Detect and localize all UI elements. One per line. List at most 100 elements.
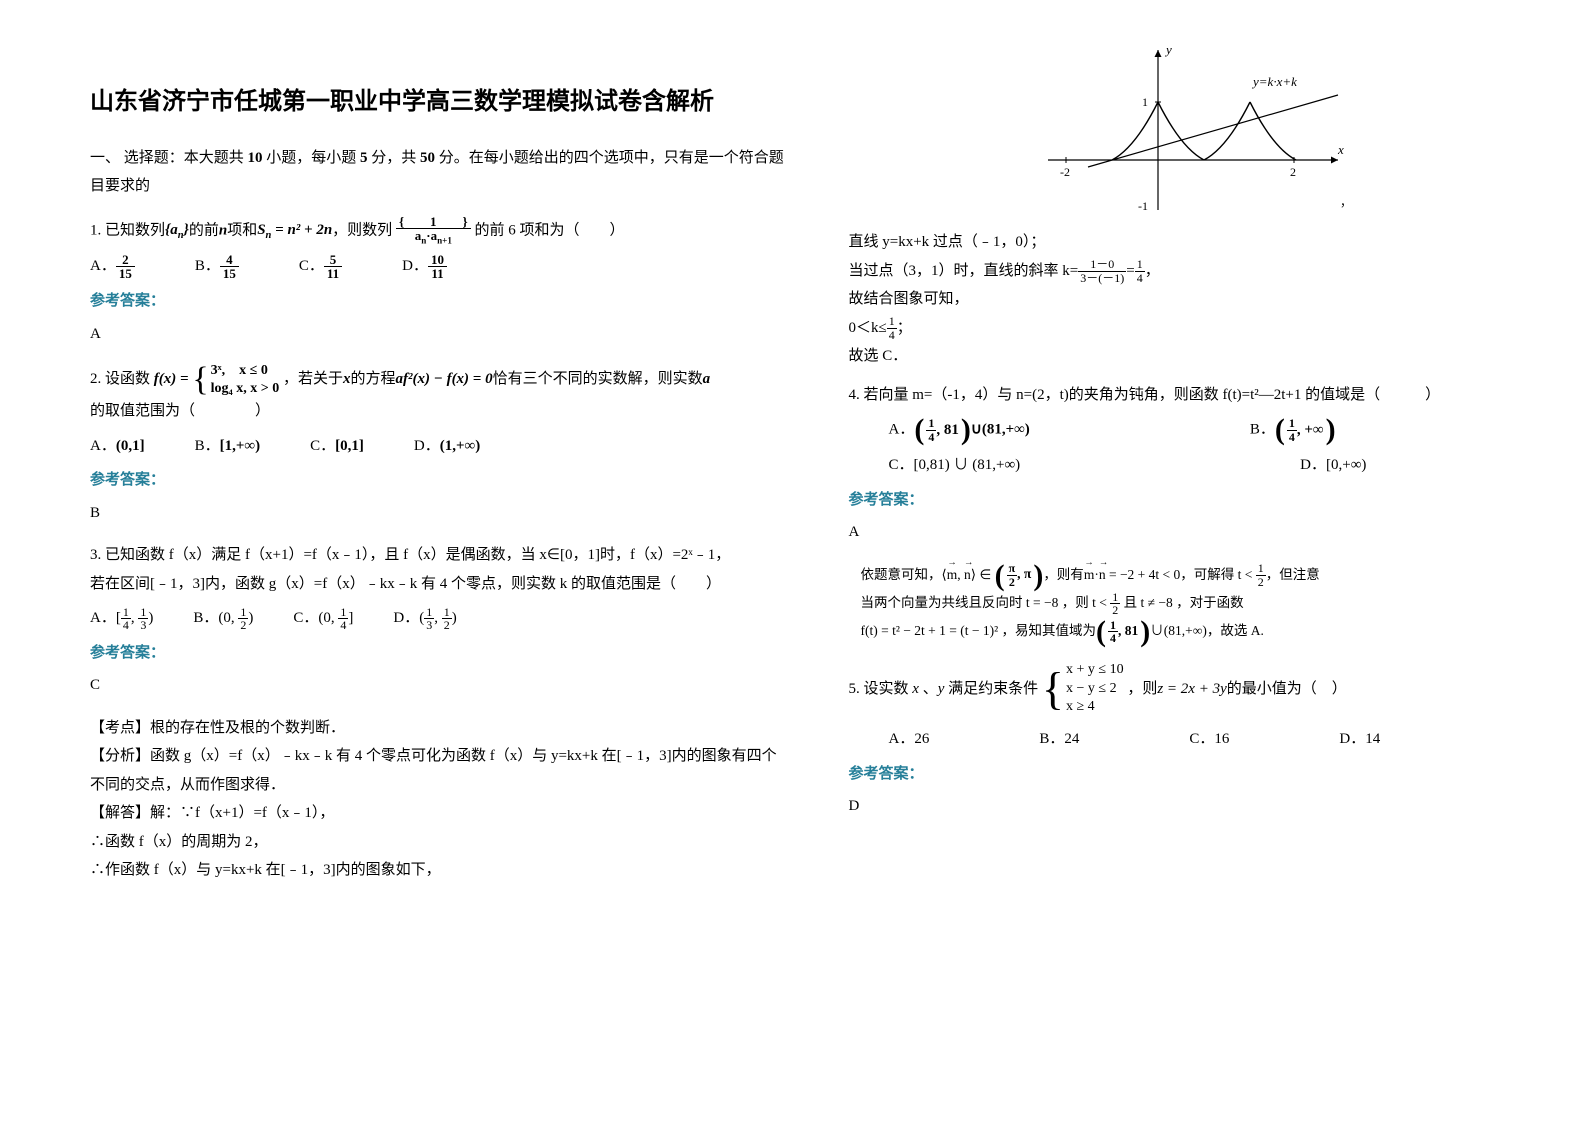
q1-options: A．215 B．415 C．511 D．1011 (90, 252, 789, 281)
q1-opt-b[interactable]: B．415 (195, 252, 239, 281)
q1-c-den: 11 (324, 267, 342, 281)
sec1-count: 10 (248, 150, 263, 166)
q2-tail: 的取值范围为（ ） (90, 397, 789, 426)
q2-pre: 2. 设函数 (90, 371, 150, 387)
q3-opt-c[interactable]: C．(0, 14] (293, 604, 353, 633)
q2-opt-a[interactable]: A．(0,1] (90, 432, 145, 461)
q5-answer-label: 参考答案： (849, 760, 1548, 789)
q2-opt-c[interactable]: C．[0,1] (310, 432, 364, 461)
f2d: 4 (1135, 272, 1145, 285)
brace2-icon: { (1042, 669, 1064, 709)
q3-opt-b[interactable]: B．(0, 12) (193, 604, 253, 633)
sec1-m1: 小题，每小题 (263, 150, 361, 166)
q1-opt-c[interactable]: C．511 (299, 252, 342, 281)
q4-opt-d[interactable]: D．[0,+∞) (1300, 451, 1366, 480)
p3-tail: ∪(81,+∞)，故选 A. (1150, 623, 1264, 638)
q5-opt-d[interactable]: D．14 (1339, 725, 1380, 754)
q4-opt-c[interactable]: C．[0,81) ∪ (81,+∞) (889, 451, 1021, 480)
q3-l2: 若在区间[﹣1，3]内，函数 g（x）=f（x）﹣kx﹣k 有 4 个零点，则实… (90, 570, 789, 599)
f1n: 1－0 (1078, 258, 1126, 272)
vec-m2-icon: m (1084, 563, 1095, 587)
q3r-l2-tail: ， (1145, 263, 1160, 279)
topic-lbl: 【考点】 (90, 720, 150, 736)
q1-pre: 1. 已知数列 (90, 222, 165, 238)
brace-icon: { (192, 363, 208, 397)
topic-txt: 根的存在性及根的个数判断． (150, 720, 345, 736)
q5-mid2: ，则 (1127, 680, 1157, 696)
q2-a-val: (0,1] (116, 438, 145, 454)
q4-p-l3: f(t) = t² − 2t + 1 = (t − 1)² ，易知其值域为(14… (861, 617, 1548, 647)
q1-opt-d[interactable]: D．1011 (402, 252, 447, 281)
q3-l1: 3. 已知函数 f（x）满足 f（x+1）=f（x﹣1），且 f（x）是偶函数，… (90, 541, 789, 570)
q3r-l2: 当过点（3，1）时，直线的斜率 k=1－03－(－1)=14， (849, 257, 1548, 286)
solv-1: 解：∵f（x+1）=f（x﹣1）， (150, 805, 334, 821)
q5-tail: 的最小值为（ ） (1227, 680, 1347, 696)
q1-opt-a[interactable]: A．215 (90, 252, 135, 281)
q3-topic: 【考点】根的存在性及根的个数判断． (90, 714, 789, 743)
q3r-l4-pre: 0＜k≤ (849, 320, 887, 336)
sys-l1: x + y ≤ 10 (1066, 661, 1124, 680)
q4-opt-a[interactable]: A．(14, 81)∪(81,+∞) (889, 415, 1030, 445)
ana-lbl: 【分析】 (90, 748, 150, 764)
q5-system: { x + y ≤ 10 x − y ≤ 2 x ≥ 4 (1042, 661, 1124, 718)
q3-answer-label: 参考答案： (90, 639, 789, 668)
ytick-1: 1 (1142, 95, 1148, 109)
right-column: -2 2 1 -1 y x y=k·x+k ， (819, 40, 1548, 1102)
section-1-heading: 一、 选择题：本大题共 10 小题，每小题 5 分，共 50 分。在每小题给出的… (90, 144, 789, 201)
p1-pre: 依题意可知， (861, 567, 942, 582)
q3r-l4: 0＜k≤14； (849, 314, 1548, 343)
y-axis-label: y (1164, 42, 1172, 57)
page: 山东省济宁市任城第一职业中学高三数学理模拟试卷含解析 一、 选择题：本大题共 1… (0, 0, 1587, 1122)
q2-b-val: [1,+∞) (220, 438, 260, 454)
sec1-pre: 一、 选择题：本大题共 (90, 150, 248, 166)
q4b-in: , +∞ (1297, 422, 1324, 438)
q2-stem: 2. 设函数 f(x) = { 3ˣ, x ≤ 0 log₄ x, x > 0 … (90, 362, 789, 426)
q3r-frac2: 14 (1135, 258, 1145, 284)
p2-mid: 且 t ≠ −8 ，对于函数 (1124, 595, 1244, 610)
q3-options: A．[14, 13) B．(0, 12) C．(0, 14] D．(13, 12… (90, 604, 789, 633)
q4c-val: [0,81) ∪ (81,+∞) (914, 457, 1021, 473)
q2-options: A．(0,1] B．[1,+∞) C．[0,1] D．(1,+∞) (90, 432, 789, 461)
q5-opt-a[interactable]: A．26 (889, 725, 930, 754)
q4-opt-b[interactable]: B．(14, +∞) (1250, 415, 1336, 445)
q3-opt-d[interactable]: D．(13, 12) (393, 604, 456, 633)
q5-opt-c[interactable]: C．16 (1189, 725, 1229, 754)
q3r-l4-tail: ； (897, 320, 912, 336)
q4-answer-label: 参考答案： (849, 486, 1548, 515)
q1-sn: Sn = n² + 2n (257, 222, 332, 238)
ytick-neg1: -1 (1138, 199, 1148, 213)
p2-pre: 当两个向量为共线且反向时 t = −8 ，则 (861, 595, 1089, 610)
q3-graph: -2 2 1 -1 y x y=k·x+k ， (1038, 40, 1358, 220)
q5-x: x (912, 680, 919, 696)
left-column: 山东省济宁市任城第一职业中学高三数学理模拟试卷含解析 一、 选择题：本大题共 1… (90, 40, 819, 1102)
xtick-2: 2 (1290, 165, 1296, 179)
p1-mid2: ，可解得 (1180, 567, 1234, 582)
q5-options: A．26 B．24 C．16 D．14 (889, 725, 1548, 754)
q3-opt-a[interactable]: A．[14, 13) (90, 604, 153, 633)
q2-opt-d[interactable]: D．(1,+∞) (414, 432, 480, 461)
q1-d-num: 10 (428, 253, 447, 268)
q2-c-val: [0,1] (335, 438, 364, 454)
q3r-frac1: 1－03－(－1) (1078, 258, 1126, 284)
p1-expr: = −2 + 4t < 0 (1106, 567, 1181, 582)
p1-tail: ，但注意 (1266, 567, 1320, 582)
solv-lbl: 【解答】 (90, 805, 150, 821)
q2-opt-b[interactable]: B．[1,+∞) (195, 432, 261, 461)
q4-answer: A (849, 518, 1548, 547)
q3-solve-l0: 【解答】解：∵f（x+1）=f（x﹣1）， (90, 799, 789, 828)
q5-z: z = 2x + 3y (1157, 680, 1226, 696)
q1-newseq: { 1 } an·an+1 (396, 215, 471, 247)
q1-tail: 的前 6 项和为（ ） (474, 222, 624, 238)
q1-a-den: 15 (116, 267, 135, 281)
q2-case-bot: log₄ x, x > 0 (211, 380, 280, 398)
q2-answer: B (90, 499, 789, 528)
q4-stem: 4. 若向量 m=（-1，4）与 n=(2，t)的夹角为钝角，则函数 f(t)=… (849, 381, 1548, 410)
q3r-l5: 故选 C． (849, 342, 1548, 371)
q4a-tail: ∪(81,+∞) (971, 421, 1030, 437)
q2-eq: af²(x) − f(x) = 0 (396, 371, 493, 387)
vec-n2-icon: n (1099, 563, 1106, 587)
q1-b-num: 4 (220, 253, 239, 268)
sec1-total: 50 (420, 150, 435, 166)
q1-d-den: 11 (428, 267, 447, 281)
q5-opt-b[interactable]: B．24 (1039, 725, 1079, 754)
